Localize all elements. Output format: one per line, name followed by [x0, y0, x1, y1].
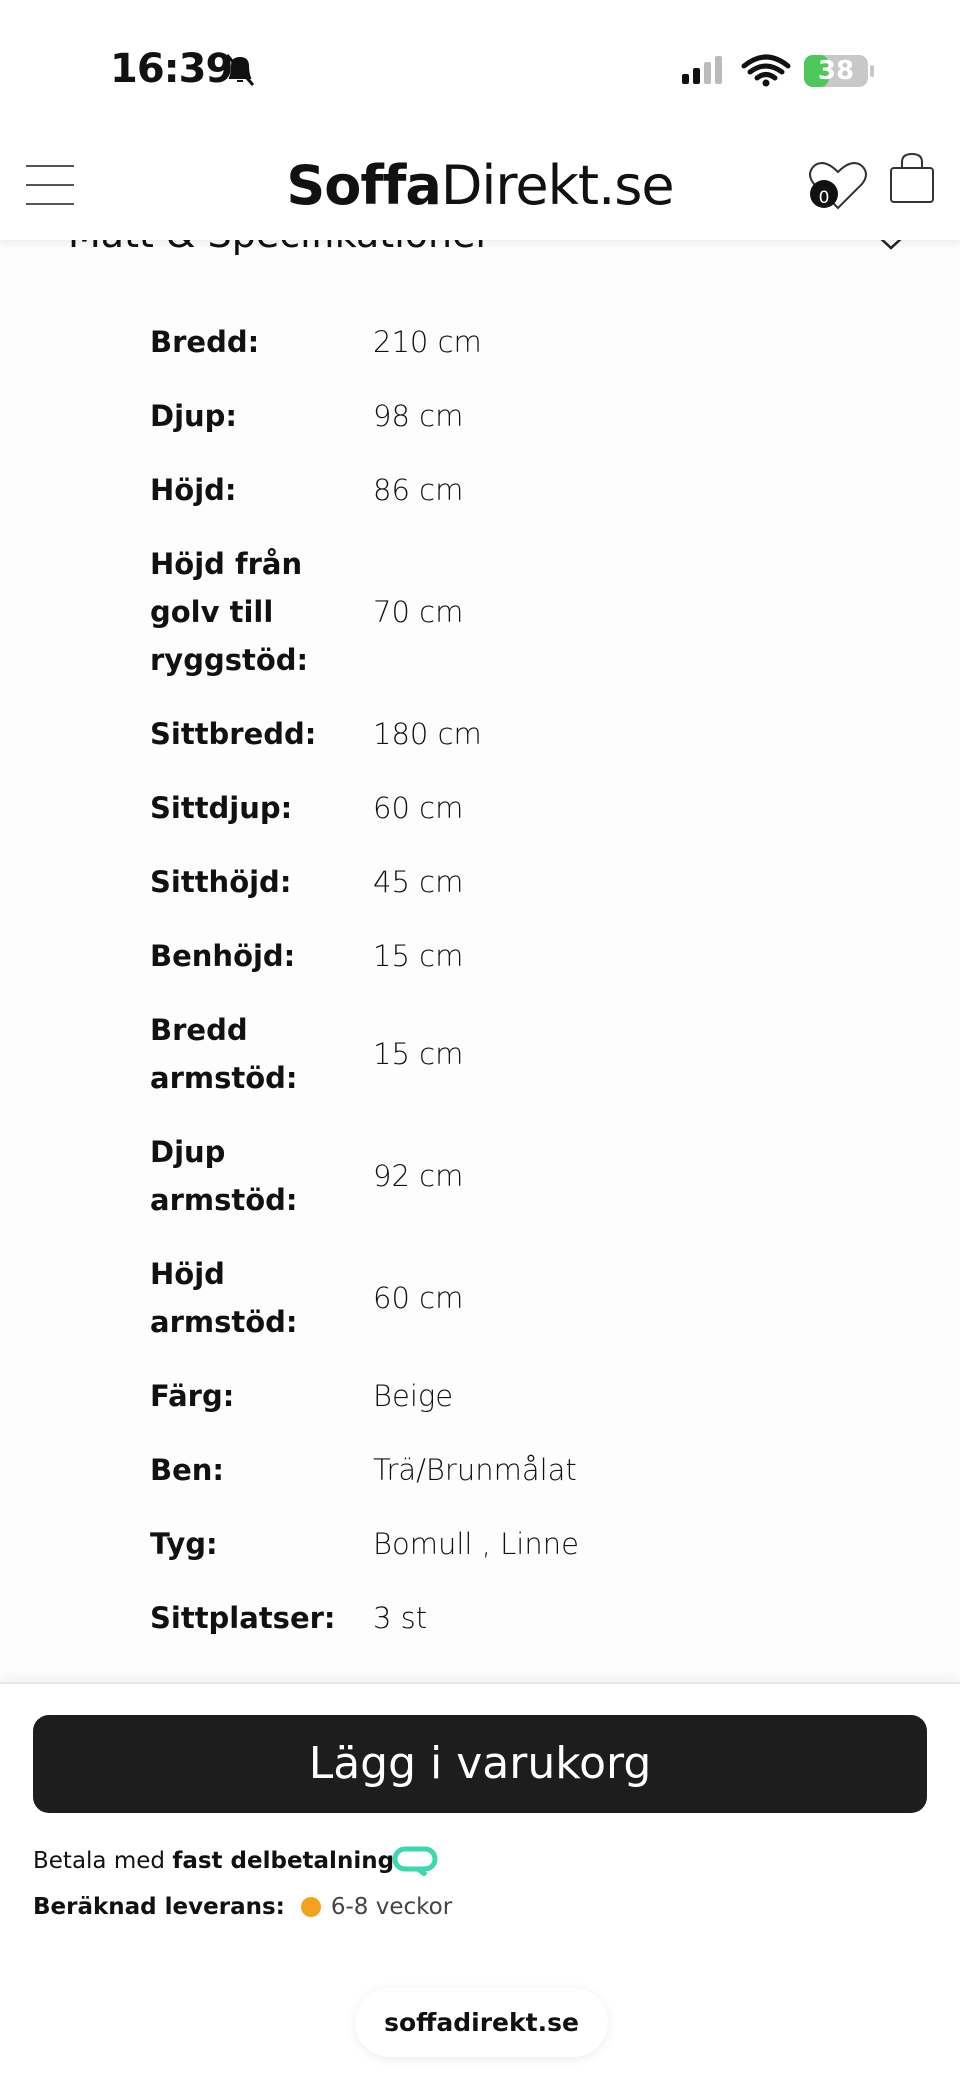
status-bar: 16:39 38 — [0, 0, 960, 130]
wishlist-button[interactable] — [806, 156, 870, 212]
spec-label: Höjd armstöd: — [150, 1257, 298, 1339]
delivery-info: Beräknad leverans: 6-8 veckor — [33, 1894, 452, 1920]
spec-row: Bredd armstöd: 15 cm — [150, 993, 579, 1115]
pay-prefix: Betala med — [33, 1848, 165, 1874]
wishlist-count: 0 — [818, 188, 830, 208]
spec-row: Sittbredd: 180 cm — [150, 697, 579, 771]
mute-icon — [225, 54, 255, 86]
payment-info: Betala med fast delbetalning — [33, 1848, 394, 1874]
spec-value: 86 cm — [373, 473, 464, 507]
spec-value: Bomull , Linne — [373, 1527, 579, 1561]
spec-value: Trä/Brunmålat — [373, 1453, 577, 1487]
delivery-label: Beräknad leverans: — [33, 1894, 285, 1920]
spec-value: 98 cm — [373, 399, 464, 433]
delivery-value: 6-8 veckor — [330, 1894, 453, 1920]
status-dot — [300, 1897, 321, 1917]
payment-logo — [392, 1846, 438, 1876]
spec-label: Sitthöjd: — [150, 865, 292, 899]
spec-value: 60 cm — [373, 791, 464, 825]
spec-row: Tyg: Bomull , Linne — [150, 1507, 579, 1581]
spec-row: Höjd: 86 cm — [150, 453, 579, 527]
spec-table: Bredd: 210 cm Djup: 98 cm Höjd: 86 cm Höjd frå… — [150, 305, 579, 1655]
spec-row: Ben: Trä/Brunmålat — [150, 1433, 579, 1507]
purchase-panel: Lägg i varukorg Betala med fast delbetal… — [0, 1682, 960, 2086]
spec-label: Höjd: — [150, 473, 237, 507]
spec-row: Sitthöjd: 45 cm — [150, 845, 579, 919]
logo[interactable]: SoffaDirekt.se — [0, 154, 960, 217]
spec-label: Tyg: — [150, 1527, 218, 1561]
spec-label: Färg: — [150, 1379, 235, 1413]
spec-row: Färg: Beige — [150, 1359, 579, 1433]
spec-label: Sittbredd: — [150, 717, 317, 751]
time: 16:39 — [110, 46, 233, 92]
spec-label: Ben: — [150, 1453, 225, 1487]
menu-button[interactable] — [26, 164, 74, 206]
spec-value: 180 cm — [373, 717, 482, 751]
spec-row: Bredd: 210 cm — [150, 305, 579, 379]
spec-value: 60 cm — [373, 1281, 464, 1315]
spec-value: 3 st — [373, 1601, 428, 1635]
spec-row: Djup: 98 cm — [150, 379, 579, 453]
spec-row: Sittplatser: 3 st — [150, 1581, 579, 1655]
spec-row: Höjd från golv till ryggstöd: 70 cm — [150, 527, 579, 697]
spec-label: Bredd: — [150, 325, 260, 359]
url-bar[interactable]: soffadirekt.se — [355, 1988, 608, 2057]
logo-bold: Soffa — [286, 154, 441, 217]
spec-value: 210 cm — [373, 325, 482, 359]
spec-label: Sittplatser: — [150, 1601, 336, 1635]
cart-button[interactable] — [888, 152, 936, 204]
spec-label: Sittdjup: — [150, 791, 293, 825]
chevron[interactable] — [876, 232, 906, 252]
logo-rest: Direkt.se — [440, 154, 675, 217]
spec-row: Djup armstöd: 92 cm — [150, 1115, 579, 1237]
spec-value: 15 cm — [373, 1037, 464, 1071]
spec-value: 15 cm — [373, 939, 464, 973]
header: SoffaDirekt.se 0 — [0, 130, 960, 240]
status-icons — [682, 54, 874, 87]
spec-label: Djup armstöd: — [150, 1135, 298, 1217]
spec-value: 92 cm — [373, 1159, 464, 1193]
spec-value: Beige — [373, 1379, 454, 1413]
spec-label: Benhöjd: — [150, 939, 296, 973]
pay-bold: fast delbetalning — [172, 1848, 395, 1874]
spec-value: 45 cm — [373, 865, 464, 899]
spec-label: Djup: — [150, 399, 238, 433]
battery-level: 38 — [817, 56, 855, 86]
spec-row: Benhöjd: 15 cm — [150, 919, 579, 993]
spec-label: Bredd armstöd: — [150, 1013, 298, 1095]
spec-label: Höjd från golv till ryggstöd: — [150, 547, 309, 677]
add-to-cart-button[interactable]: Lägg i varukorg — [33, 1715, 927, 1813]
spec-row: Höjd armstöd: 60 cm — [150, 1237, 579, 1359]
spec-value: 70 cm — [373, 595, 464, 629]
spec-row: Sittdjup: 60 cm — [150, 771, 579, 845]
